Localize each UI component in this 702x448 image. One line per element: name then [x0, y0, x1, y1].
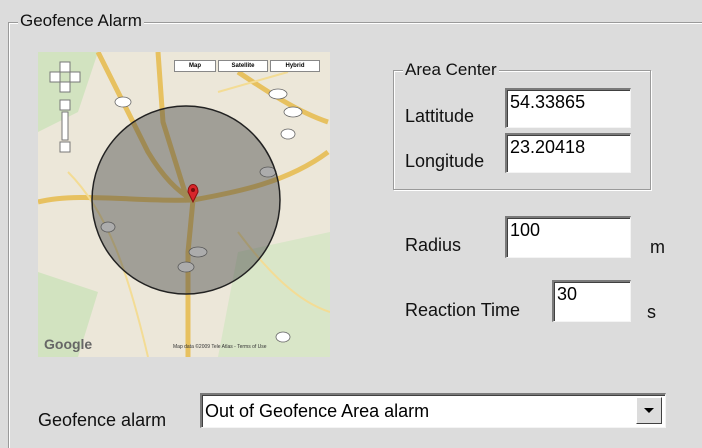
longitude-input[interactable]: 23.20418 [505, 133, 631, 173]
latitude-input[interactable]: 54.33865 [505, 88, 631, 128]
map[interactable]: Map Satellite Hybrid Google Map data ©20… [38, 52, 330, 357]
radius-unit: m [650, 237, 665, 258]
reaction-time-label: Reaction Time [405, 300, 520, 321]
group-title: Geofence Alarm [18, 12, 144, 30]
latitude-label: Lattitude [405, 106, 474, 127]
radius-label: Radius [405, 235, 461, 256]
map-button[interactable]: Hybrid [270, 60, 320, 72]
radius-input[interactable]: 100 [505, 216, 631, 258]
dropdown-button[interactable] [636, 397, 662, 424]
map-button[interactable]: Satellite [218, 60, 268, 72]
reaction-time-unit: s [647, 302, 656, 323]
longitude-label: Longitude [405, 151, 484, 172]
reaction-time-input[interactable]: 30 [552, 280, 631, 322]
map-image [38, 52, 330, 357]
geofence-dialog: Geofence Alarm [0, 0, 702, 448]
alarm-dropdown[interactable]: Out of Geofence Area alarm [200, 393, 666, 428]
dropdown-arrow [637, 398, 661, 423]
map-button[interactable]: Map [174, 60, 216, 72]
area-center-title: Area Center [403, 61, 499, 79]
map-attribution: Map data ©2009 Tele Atlas - Terms of Use [173, 344, 267, 350]
map-logo: Google [44, 336, 92, 352]
alarm-label: Geofence alarm [38, 410, 166, 431]
